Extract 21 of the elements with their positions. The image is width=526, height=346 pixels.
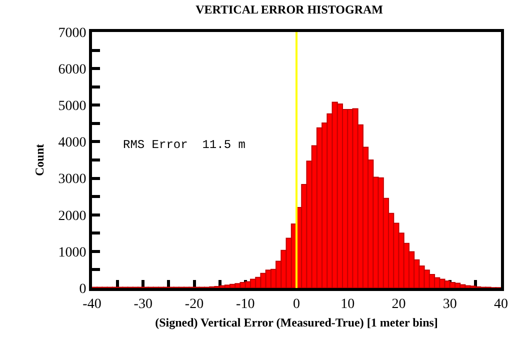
x-tick-label: -30	[134, 296, 152, 312]
y-tick-label: 4000	[58, 136, 86, 151]
x-tick-label: 20	[392, 296, 406, 312]
y-tick-label: 3000	[58, 172, 86, 188]
x-axis-title: (Signed) Vertical Error (Measured-True) [1 meter bins]	[155, 316, 438, 330]
y-axis-title: Count	[32, 144, 46, 176]
y-tick-label: 7000	[58, 26, 86, 41]
annotation: RMS Error 11.5 m	[123, 138, 246, 152]
y-tick-label: 5000	[58, 99, 86, 114]
x-tick-label: -40	[82, 296, 102, 312]
x-tick-label: 40	[494, 296, 508, 312]
x-tick-label: -20	[184, 296, 204, 312]
y-tick-label: 0	[79, 282, 86, 297]
x-tick-label: 0	[293, 296, 300, 312]
y-tick-label: 2000	[58, 208, 86, 224]
x-tick-label: 10	[340, 296, 355, 312]
y-tick-label: 1000	[58, 245, 86, 260]
chart-title: VERTICAL ERROR HISTOGRAM	[196, 2, 383, 17]
x-tick-label: 30	[442, 296, 457, 312]
x-tick-label: -10	[236, 296, 255, 312]
y-tick-label: 6000	[58, 62, 86, 78]
